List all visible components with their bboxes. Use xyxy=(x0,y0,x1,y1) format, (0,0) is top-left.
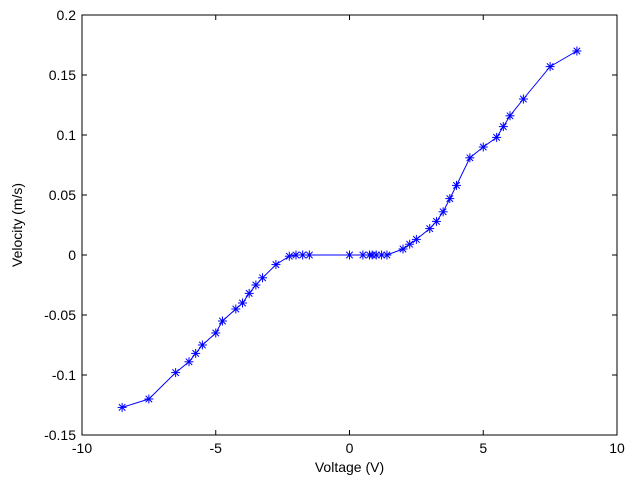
x-tick-label: 5 xyxy=(479,440,487,456)
data-point xyxy=(398,244,408,254)
y-tick-label: -0.15 xyxy=(44,427,76,443)
data-point xyxy=(452,180,461,190)
x-tick-label: -10 xyxy=(72,440,92,456)
x-axis-title: Voltage (V) xyxy=(315,459,384,475)
data-point xyxy=(211,328,221,338)
series-layer xyxy=(117,46,582,412)
y-axis-ticks: -0.15 -0.1 -0.05 0 0.05 0.1 0.15 0.2 xyxy=(44,7,617,443)
data-point xyxy=(478,142,488,152)
data-point xyxy=(184,357,194,367)
plot-area xyxy=(81,14,618,436)
data-point xyxy=(425,224,435,234)
data-point xyxy=(258,273,268,283)
x-tick-label: -5 xyxy=(210,440,223,456)
data-point xyxy=(545,62,555,72)
x-tick-label: 0 xyxy=(346,440,354,456)
y-tick-label: 0.1 xyxy=(57,127,77,143)
data-point xyxy=(231,304,241,314)
x-axis-ticks: -10 -5 0 5 10 xyxy=(72,15,625,456)
y-tick-label: 0 xyxy=(68,247,76,263)
data-point xyxy=(411,234,421,244)
x-tick-label: 10 xyxy=(609,440,625,456)
data-point xyxy=(284,251,294,261)
y-tick-label: -0.1 xyxy=(52,367,76,383)
data-point xyxy=(445,194,455,204)
data-point xyxy=(171,368,181,378)
data-point xyxy=(498,122,508,132)
data-point xyxy=(144,394,154,404)
y-tick-label: -0.05 xyxy=(44,307,76,323)
data-point xyxy=(431,216,441,226)
data-point xyxy=(271,260,281,270)
data-point xyxy=(197,340,207,350)
data-point xyxy=(505,111,515,121)
data-point xyxy=(117,402,127,412)
data-point xyxy=(438,207,448,217)
data-point xyxy=(291,250,301,260)
data-point xyxy=(371,250,381,260)
data-point xyxy=(345,250,354,260)
y-tick-label: 0.05 xyxy=(49,187,76,203)
y-tick-label: 0.2 xyxy=(57,7,77,23)
data-point xyxy=(518,94,528,104)
data-point xyxy=(191,348,201,358)
data-point xyxy=(244,288,254,298)
y-tick-label: 0.15 xyxy=(49,67,76,83)
data-point xyxy=(465,153,475,163)
data-point xyxy=(382,250,392,260)
data-point xyxy=(217,316,227,326)
data-point xyxy=(238,298,247,308)
data-point xyxy=(251,280,261,290)
data-point xyxy=(405,239,415,249)
data-point xyxy=(572,46,582,56)
data-point xyxy=(304,250,314,260)
data-point xyxy=(492,132,502,142)
y-axis-title: Velocity (m/s) xyxy=(9,183,25,267)
